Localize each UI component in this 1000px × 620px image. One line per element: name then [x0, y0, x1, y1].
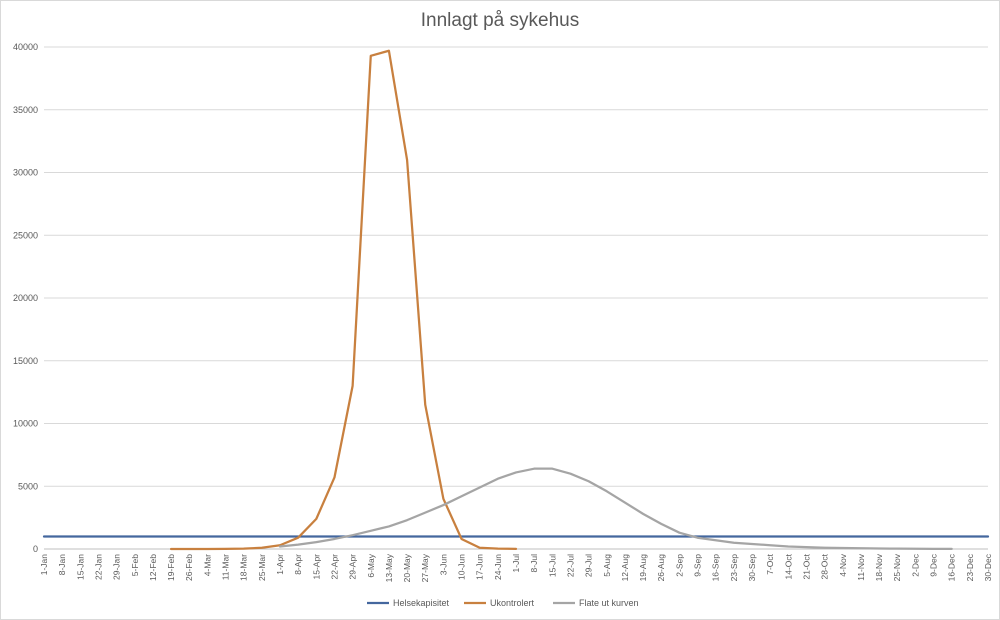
x-axis: 1-Jan 8-Jan 15-Jan 22-Jan 29-Jan 5-Feb 12-Feb 1… [39, 553, 993, 582]
y-tick-label: 40000 [13, 42, 38, 52]
x-tick-label: 9-Sep [693, 554, 703, 577]
x-tick-label: 1-Jul [511, 554, 521, 573]
x-tick-label: 11-Mar [221, 554, 231, 580]
x-tick-label: 3-Jun [438, 554, 448, 576]
series-line-ukontrolert [169, 49, 518, 551]
y-tick-label: 25000 [13, 230, 38, 240]
x-tick-label: 18-Mar [239, 554, 249, 581]
x-tick-label: 6-May [366, 553, 376, 577]
x-tick-label: 28-Oct [820, 553, 830, 579]
x-tick-label: 14-Oct [783, 553, 793, 579]
x-tick-label: 26-Aug [656, 554, 666, 582]
x-tick-label: 22-Jul [565, 554, 575, 577]
x-tick-label: 21-Oct [801, 553, 811, 579]
x-tick-label: 8-Jan [57, 554, 67, 576]
x-tick-label: 13-May [384, 553, 394, 582]
x-tick-label: 29-Apr [348, 554, 358, 580]
x-tick-label: 15-Jan [75, 554, 85, 580]
x-tick-label: 22-Apr [329, 554, 339, 580]
y-tick-label: 30000 [13, 168, 38, 178]
x-tick-label: 16-Sep [711, 554, 721, 582]
x-tick-label: 19-Feb [166, 554, 176, 581]
legend-label: Flate ut kurven [579, 598, 639, 608]
x-tick-label: 5-Aug [602, 554, 612, 577]
x-tick-label: 17-Jun [475, 554, 485, 580]
y-tick-label: 10000 [13, 419, 38, 429]
y-tick-label: 0 [33, 544, 38, 554]
x-tick-label: 29-Jan [112, 554, 122, 580]
x-tick-label: 7-Oct [765, 553, 775, 574]
x-tick-label: 8-Apr [293, 554, 303, 575]
y-tick-label: 5000 [18, 481, 38, 491]
legend-label: Helsekapisitet [393, 598, 450, 608]
x-tick-label: 8-Jul [529, 554, 539, 573]
y-tick-label: 35000 [13, 105, 38, 115]
x-tick-label: 24-Jun [493, 554, 503, 580]
x-tick-label: 20-May [402, 553, 412, 582]
x-tick-label: 22-Jan [93, 554, 103, 580]
x-tick-label: 26-Feb [184, 554, 194, 581]
legend-label: Ukontrolert [490, 598, 535, 608]
x-tick-label: 19-Aug [638, 554, 648, 582]
x-tick-label: 5-Feb [130, 554, 140, 576]
x-tick-label: 4-Nov [838, 553, 848, 576]
x-tick-label: 23-Dec [965, 553, 975, 581]
y-tick-label: 15000 [13, 356, 38, 366]
y-axis: 0 5000 10000 15000 20000 25000 30000 35000 40000 [13, 42, 38, 554]
x-tick-label: 18-Nov [874, 553, 884, 581]
series-line-flate-ut-kurven [278, 467, 953, 550]
x-tick-label: 30-Dec [983, 553, 993, 581]
x-tick-label: 15-Apr [311, 554, 321, 580]
series-layer [42, 49, 990, 551]
gridlines [44, 46, 988, 550]
x-tick-label: 2-Sep [674, 554, 684, 577]
x-tick-label: 15-Jul [547, 554, 557, 577]
x-tick-label: 1-Apr [275, 554, 285, 575]
x-tick-label: 1-Jan [39, 554, 49, 576]
x-tick-label: 16-Dec [947, 553, 957, 581]
x-tick-label: 25-Mar [257, 554, 267, 581]
x-tick-label: 27-May [420, 553, 430, 582]
x-tick-label: 12-Aug [620, 554, 630, 582]
x-tick-label: 9-Dec [929, 553, 939, 576]
x-tick-label: 29-Jul [584, 554, 594, 577]
x-tick-label: 4-Mar [202, 554, 212, 576]
x-tick-label: 12-Feb [148, 554, 158, 581]
chart-title: Innlagt på sykehus [420, 10, 580, 31]
x-tick-label: 25-Nov [892, 553, 902, 581]
x-tick-label: 11-Nov [856, 553, 866, 581]
legend: Helsekapisitet Ukontrolert Flate ut kurven [367, 598, 639, 608]
x-tick-label: 10-Jun [457, 554, 467, 580]
x-tick-label: 23-Sep [729, 554, 739, 582]
x-tick-label: 30-Sep [747, 554, 757, 582]
y-tick-label: 20000 [13, 293, 38, 303]
x-tick-label: 2-Dec [910, 553, 920, 576]
